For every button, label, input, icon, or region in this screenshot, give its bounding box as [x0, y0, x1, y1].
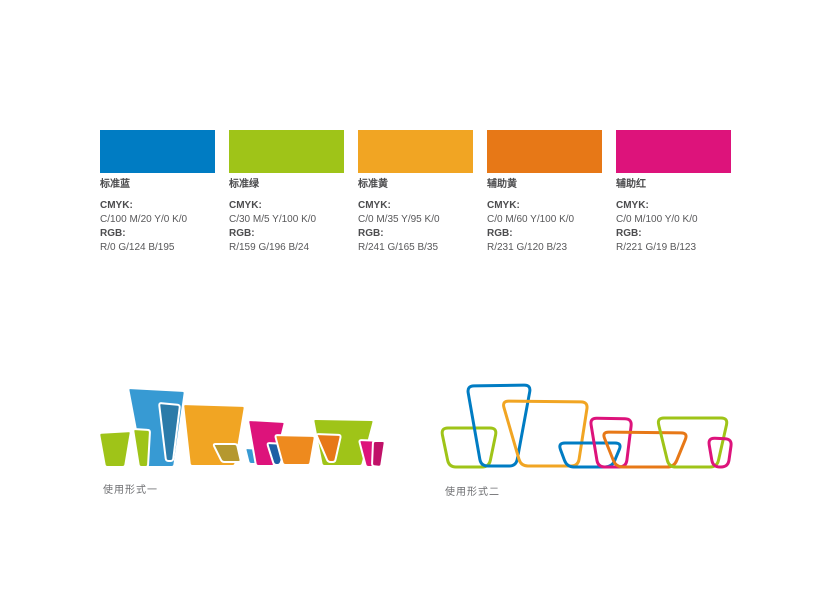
color-specs: CMYK: C/0 M/60 Y/100 K/0 RGB: R/231 G/12… [487, 199, 602, 255]
rgb-heading: RGB: [358, 228, 384, 239]
cmyk-heading: CMYK: [616, 200, 649, 211]
rgb-value: R/159 G/196 B/24 [229, 242, 310, 253]
rgb-value: R/221 G/19 B/123 [616, 242, 697, 253]
cmyk-heading: CMYK: [358, 200, 391, 211]
usage-form-one-label: 使用形式一 [103, 485, 158, 496]
cmyk-value: C/0 M/100 Y/0 K/0 [616, 214, 698, 225]
color-swatch-standard-yellow [358, 130, 473, 173]
rgb-heading: RGB: [100, 228, 126, 239]
usage-form-one-logo [98, 387, 386, 468]
rgb-value: R/0 G/124 B/195 [100, 242, 175, 253]
color-specs: CMYK: C/0 M/35 Y/95 K/0 RGB: R/241 G/165… [358, 199, 473, 255]
color-column-standard-blue: 标准蓝 CMYK: C/100 M/20 Y/0 K/0 RGB: R/0 G/… [100, 130, 215, 255]
usage-form-two-logo [440, 383, 733, 469]
color-specs: CMYK: C/100 M/20 Y/0 K/0 RGB: R/0 G/124 … [100, 199, 215, 255]
cmyk-value: C/0 M/60 Y/100 K/0 [487, 214, 575, 225]
color-column-auxiliary-red: 辅助红 CMYK: C/0 M/100 Y/0 K/0 RGB: R/221 G… [616, 130, 731, 255]
cmyk-value: C/30 M/5 Y/100 K/0 [229, 214, 317, 225]
color-swatch-standard-green [229, 130, 344, 173]
color-name: 辅助红 [616, 179, 646, 190]
color-specs: CMYK: C/30 M/5 Y/100 K/0 RGB: R/159 G/19… [229, 199, 344, 255]
color-name: 辅助黄 [487, 179, 517, 190]
cmyk-value: C/0 M/35 Y/95 K/0 [358, 214, 440, 225]
color-specs: CMYK: C/0 M/100 Y/0 K/0 RGB: R/221 G/19 … [616, 199, 731, 255]
rgb-heading: RGB: [487, 228, 513, 239]
color-column-standard-green: 标准绿 CMYK: C/30 M/5 Y/100 K/0 RGB: R/159 … [229, 130, 344, 255]
cmyk-heading: CMYK: [487, 200, 520, 211]
cmyk-value: C/100 M/20 Y/0 K/0 [100, 214, 188, 225]
color-swatch-auxiliary-yellow [487, 130, 602, 173]
color-name: 标准蓝 [100, 179, 130, 190]
cmyk-heading: CMYK: [229, 200, 262, 211]
color-name: 标准黄 [358, 179, 388, 190]
usage-form-two-label: 使用形式二 [445, 487, 500, 498]
rgb-value: R/231 G/120 B/23 [487, 242, 568, 253]
cmyk-heading: CMYK: [100, 200, 133, 211]
rgb-heading: RGB: [616, 228, 642, 239]
color-swatch-standard-blue [100, 130, 215, 173]
color-column-standard-yellow: 标准黄 CMYK: C/0 M/35 Y/95 K/0 RGB: R/241 G… [358, 130, 473, 255]
color-name: 标准绿 [229, 179, 259, 190]
rgb-value: R/241 G/165 B/35 [358, 242, 439, 253]
color-swatch-auxiliary-red [616, 130, 731, 173]
rgb-heading: RGB: [229, 228, 255, 239]
color-column-auxiliary-yellow: 辅助黄 CMYK: C/0 M/60 Y/100 K/0 RGB: R/231 … [487, 130, 602, 255]
color-palette-section: 标准蓝 CMYK: C/100 M/20 Y/0 K/0 RGB: R/0 G/… [100, 130, 731, 255]
